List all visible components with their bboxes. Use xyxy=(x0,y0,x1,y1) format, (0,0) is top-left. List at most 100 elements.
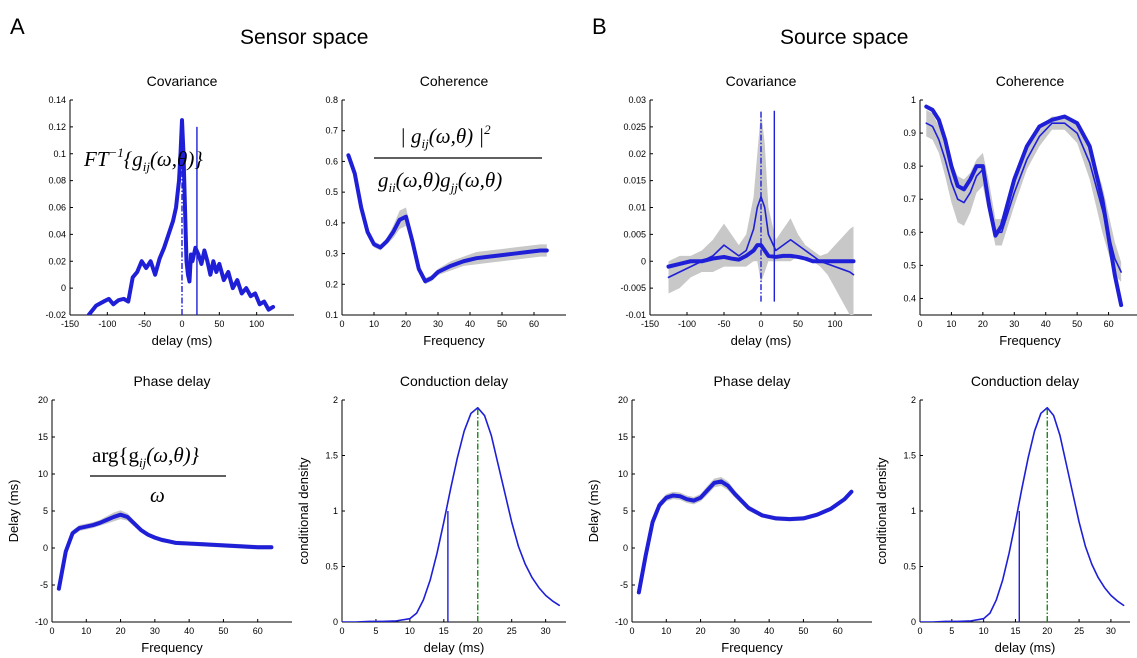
x-tick-label: 10 xyxy=(946,319,956,329)
y-tick-label: 0.06 xyxy=(48,203,66,213)
svg-text:| gij(ω,θ) |2: | gij(ω,θ) |2 xyxy=(400,122,491,151)
formula-coherence: | gij(ω,θ) |2 gii(ω,θ)gjj(ω,θ) xyxy=(374,122,542,195)
x-tick-label: 15 xyxy=(439,626,449,636)
y-tick-label: 0.5 xyxy=(325,187,338,197)
x-tick-label: 20 xyxy=(401,319,411,329)
y-tick-label: 10 xyxy=(618,469,628,479)
x-tick-label: 20 xyxy=(696,626,706,636)
x-tick-label: 60 xyxy=(253,626,263,636)
x-tick-label: 0 xyxy=(339,626,344,636)
x-tick-label: 30 xyxy=(150,626,160,636)
y-tick-label: -10 xyxy=(35,617,48,627)
x-axis-label: delay (ms) xyxy=(731,333,792,348)
x-tick-label: 40 xyxy=(1041,319,1051,329)
chart-title: Conduction delay xyxy=(400,373,508,389)
formula-coh-num: | g xyxy=(400,124,422,148)
x-tick-label: 0 xyxy=(49,626,54,636)
x-tick-label: -150 xyxy=(61,319,79,329)
x-tick-label: 20 xyxy=(473,626,483,636)
y-tick-label: 0.2 xyxy=(325,279,338,289)
formula-coh-den-c: (ω,θ) xyxy=(458,168,502,192)
x-tick-label: 30 xyxy=(541,626,551,636)
x-tick-label: -150 xyxy=(641,319,659,329)
chart-A_phase: 0 10 20 30 40 50 60 -10 -5 0 5 10 15 20 Phase delay Fre… xyxy=(6,373,292,655)
y-tick-label: 0.025 xyxy=(623,122,646,132)
x-tick-label: 20 xyxy=(978,319,988,329)
chart-title: Covariance xyxy=(147,73,218,89)
x-tick-label: 50 xyxy=(1072,319,1082,329)
plot-area xyxy=(86,118,276,315)
y-tick-label: 0 xyxy=(623,543,628,553)
y-tick-label: 0.4 xyxy=(903,293,916,303)
x-tick-label: -50 xyxy=(717,319,730,329)
chart-title: Phase delay xyxy=(713,373,790,389)
x-tick-label: 15 xyxy=(1010,626,1020,636)
formula-coh-den-a-sub: ii xyxy=(389,180,397,195)
formula-coh-den-b: (ω,θ)g xyxy=(396,168,451,192)
y-tick-label: 0 xyxy=(333,617,338,627)
x-tick-label: 100 xyxy=(827,319,842,329)
y-tick-label: 0 xyxy=(911,617,916,627)
confidence-band xyxy=(348,152,547,285)
y-tick-label: 20 xyxy=(618,395,628,405)
confidence-band xyxy=(926,109,1122,282)
x-tick-label: 10 xyxy=(979,626,989,636)
plot-area xyxy=(56,510,274,594)
series-line xyxy=(86,118,276,315)
y-tick-label: 15 xyxy=(38,432,48,442)
series-line xyxy=(666,243,856,269)
formula-covariance: FT−1{gij(ω,θ)} xyxy=(83,145,203,174)
y-tick-label: 0.03 xyxy=(628,95,646,105)
y-tick-label: 0.04 xyxy=(48,229,66,239)
chart-A_cond: 0 5 10 15 20 25 30 0 0.5 1 1.5 2 Conduction delay del… xyxy=(296,373,566,655)
x-tick-label: 30 xyxy=(433,319,443,329)
y-tick-label: 0.5 xyxy=(903,562,916,572)
y-axis-label: Delay (ms) xyxy=(586,480,601,543)
x-tick-label: -100 xyxy=(98,319,116,329)
y-tick-label: 0.5 xyxy=(325,562,338,572)
x-tick-label: 5 xyxy=(949,626,954,636)
plot-area xyxy=(636,476,854,597)
y-tick-label: 0.08 xyxy=(48,176,66,186)
x-tick-label: 30 xyxy=(730,626,740,636)
y-tick-label: 10 xyxy=(38,469,48,479)
svg-text:FT−1{gij(ω,θ)}: FT−1{gij(ω,θ)} xyxy=(83,145,203,174)
y-tick-label: 1.5 xyxy=(325,451,338,461)
x-tick-label: -50 xyxy=(138,319,151,329)
y-tick-label: 0.005 xyxy=(623,229,646,239)
plot-area xyxy=(924,104,1124,308)
x-tick-label: 50 xyxy=(798,626,808,636)
x-tick-label: 10 xyxy=(405,626,415,636)
formula-coh-num-sup: 2 xyxy=(484,122,491,137)
section-title-source: Source space xyxy=(780,26,909,49)
x-tick-label: 20 xyxy=(116,626,126,636)
series-line xyxy=(636,479,854,595)
x-tick-label: 25 xyxy=(1074,626,1084,636)
formula-cov-sub: ij xyxy=(143,159,151,174)
x-tick-label: -100 xyxy=(678,319,696,329)
x-axis-label: Frequency xyxy=(141,640,203,655)
x-tick-label: 30 xyxy=(1009,319,1019,329)
x-tick-label: 0 xyxy=(339,319,344,329)
x-tick-label: 0 xyxy=(179,319,184,329)
chart-A_cov: -150 -100 -50 0 50 100 -0.02 0 0.02 0.04 0.06 0.08 0… xyxy=(45,73,294,348)
y-tick-label: 1.5 xyxy=(903,451,916,461)
chart-B_coh: 0 10 20 30 40 50 60 0.4 0.5 0.6 0.7 0.8 0.9 1 Coherenc… xyxy=(903,73,1137,348)
y-tick-label: 5 xyxy=(43,506,48,516)
formula-phase: arg{gij(ω,θ)} ω xyxy=(90,443,226,507)
series-line xyxy=(56,512,274,591)
y-axis-label: conditional density xyxy=(296,457,311,564)
y-tick-label: 0.3 xyxy=(325,249,338,259)
x-tick-label: 100 xyxy=(249,319,264,329)
series-line xyxy=(924,104,1124,308)
formula-cov-sup: −1 xyxy=(109,145,124,160)
x-tick-label: 10 xyxy=(661,626,671,636)
y-tick-label: -0.005 xyxy=(620,283,646,293)
series-line xyxy=(342,406,561,622)
x-tick-label: 50 xyxy=(497,319,507,329)
svg-text:arg{gij(ω,θ)}: arg{gij(ω,θ)} xyxy=(92,443,200,470)
formula-phase-num-sub: ij xyxy=(139,455,147,470)
chart-title: Phase delay xyxy=(133,373,210,389)
plot-area xyxy=(342,406,561,622)
